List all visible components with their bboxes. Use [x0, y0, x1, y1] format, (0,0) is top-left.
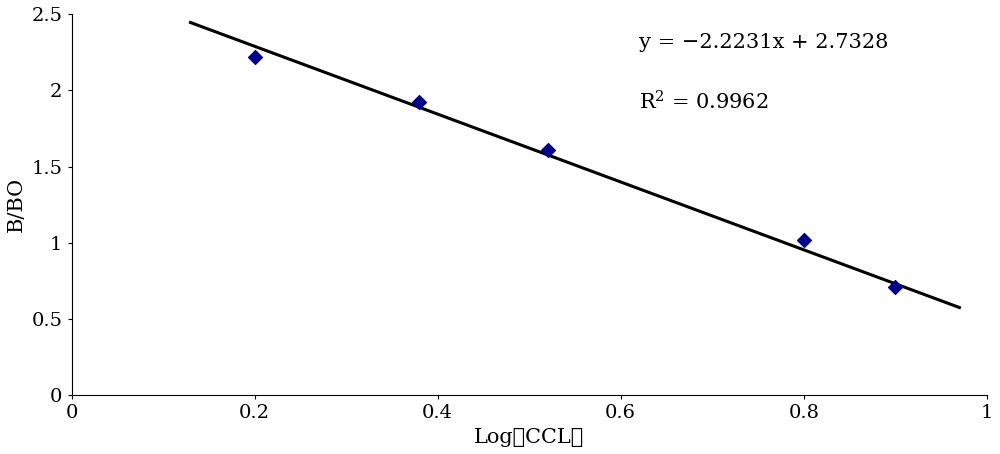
Point [540, 146, 556, 153]
X-axis label: Log（CCL）: Log（CCL） [474, 428, 584, 447]
Point [796, 236, 812, 243]
Point [887, 283, 903, 291]
Text: $\mathregular{R^2}$ = 0.9962: $\mathregular{R^2}$ = 0.9962 [639, 90, 769, 114]
Y-axis label: B/BO: B/BO [7, 177, 26, 232]
Point [247, 53, 263, 60]
Point [411, 99, 427, 106]
Text: y = −2.2231x + 2.7328: y = −2.2231x + 2.7328 [639, 33, 888, 52]
